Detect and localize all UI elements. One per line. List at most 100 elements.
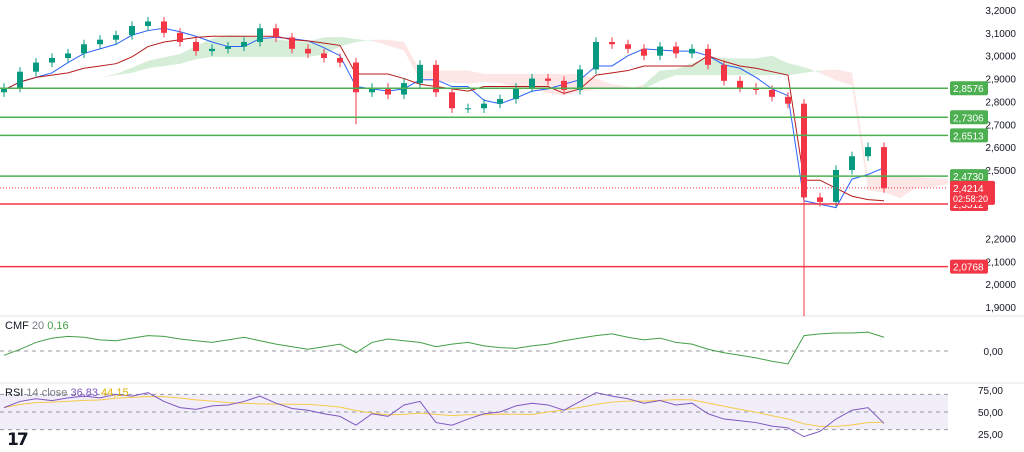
- cmf-length: 20: [31, 320, 45, 332]
- candle-body: [337, 57, 343, 63]
- rsi-tick-label: 75,00: [978, 386, 1003, 397]
- ichimoku-cloud-segment: [772, 55, 788, 76]
- ichimoku-cloud-segment: [692, 57, 708, 76]
- ichimoku-cloud-segment: [756, 55, 772, 76]
- price-level-tag: [950, 169, 988, 184]
- price-level-label: 2,6513: [953, 131, 984, 142]
- price-level-label: 2,0768: [953, 263, 984, 274]
- price-tick-label: 2,6000: [985, 143, 1016, 154]
- price-tick-label: 1,9000: [985, 303, 1016, 314]
- ichimoku-cloud-segment: [900, 176, 916, 198]
- ichimoku-cloud-segment: [820, 69, 836, 81]
- ichimoku-cloud-segment: [500, 73, 516, 88]
- candle-body: [641, 48, 647, 56]
- ichimoku-cloud-segment: [212, 35, 228, 57]
- ichimoku-cloud-segment: [340, 36, 356, 47]
- ichimoku-cloud-segment: [356, 39, 372, 42]
- candle-body: [369, 87, 375, 93]
- candle-body: [113, 35, 119, 40]
- candle-body: [49, 57, 55, 63]
- current-price-label: 2,4214: [953, 184, 984, 195]
- price-level-tag: [950, 110, 988, 125]
- price-level-label: 2,3512: [953, 200, 984, 211]
- rsi-tick-label: 50,00: [978, 408, 1003, 419]
- candle-body: [97, 39, 103, 45]
- candle-body: [657, 46, 663, 56]
- candle-body: [81, 44, 87, 54]
- ichimoku-cloud-segment: [916, 176, 932, 188]
- cmf-line: [3, 331, 885, 365]
- tenkan-line: [3, 27, 885, 209]
- candle-body: [465, 108, 471, 110]
- candle-body: [721, 64, 727, 81]
- ichimoku-cloud-segment: [468, 70, 484, 84]
- price-level-tag: [950, 259, 988, 274]
- price-level-label: 2,4730: [953, 172, 984, 183]
- candle-body: [481, 103, 487, 109]
- ichimoku-cloud-segment: [516, 73, 532, 89]
- ichimoku-cloud-segment: [260, 36, 276, 57]
- cmf-legend: CMF 20 0,16: [5, 320, 69, 332]
- candle-body: [177, 32, 183, 42]
- price-tick-label: 2,5000: [985, 166, 1016, 177]
- candle-body: [241, 41, 247, 47]
- ichimoku-cloud-segment: [932, 177, 948, 188]
- ichimoku-cloud-segment: [676, 63, 692, 76]
- ichimoku-cloud-segment: [660, 69, 676, 81]
- candle-body: [417, 64, 423, 84]
- ichimoku-cloud-segment: [420, 70, 436, 82]
- candle-body: [769, 89, 775, 97]
- candle-body: [449, 92, 455, 109]
- ichimoku-cloud-segment: [148, 57, 164, 69]
- price-tick-label: 2,9000: [985, 75, 1016, 86]
- candle-body: [1, 87, 7, 93]
- candle-body: [689, 48, 695, 54]
- candle-body: [17, 71, 23, 88]
- candle-body: [353, 62, 359, 93]
- rsi-line: [3, 392, 885, 438]
- price-level-label: 2,8576: [953, 84, 984, 95]
- current-price-tag: [950, 180, 995, 205]
- rsi-ma-value: 44,15: [101, 387, 129, 399]
- price-level-label: 2,7306: [953, 113, 984, 124]
- rsi-value: 36,83: [70, 387, 98, 399]
- ichimoku-cloud-segment: [836, 69, 852, 86]
- candle-body: [433, 64, 439, 93]
- ichimoku-cloud-segment: [548, 73, 564, 96]
- price-level-tag: [950, 128, 988, 143]
- ichimoku-cloud-segment: [436, 70, 452, 83]
- cmf-value: 0,16: [47, 320, 69, 332]
- candle-body: [545, 78, 551, 81]
- price-tick-label: 2,2000: [985, 235, 1016, 246]
- candle-body: [817, 197, 823, 202]
- candle-body: [833, 169, 839, 202]
- candle-body: [209, 48, 215, 52]
- ichimoku-cloud-segment: [116, 67, 132, 76]
- price-tick-label: 3,2000: [985, 6, 1016, 17]
- candle-body: [225, 46, 231, 49]
- candle-body: [737, 80, 743, 88]
- rsi-title: RSI: [5, 387, 24, 399]
- candle-body: [865, 147, 871, 157]
- cmf-zero-label: 0,00: [984, 347, 1004, 358]
- ichimoku-cloud-segment: [228, 35, 244, 57]
- price-tick-label: 2,7000: [985, 120, 1016, 131]
- candle-body: [385, 87, 391, 95]
- candle-body: [257, 28, 263, 42]
- candle-body: [145, 21, 151, 26]
- ichimoku-cloud-segment: [404, 41, 420, 81]
- candle-body: [289, 37, 295, 49]
- ichimoku-cloud-segment: [292, 41, 308, 57]
- price-tick-label: 2,0000: [985, 280, 1016, 291]
- ichimoku-cloud-segment: [484, 73, 500, 84]
- rsi-legend: RSI 14 close 36,83 44,15: [5, 387, 129, 399]
- ichimoku-cloud-segment: [180, 45, 196, 64]
- ichimoku-cloud-segment: [708, 57, 724, 76]
- ichimoku-cloud-segment: [372, 39, 388, 46]
- ichimoku-cloud-segment: [276, 39, 292, 57]
- price-tick-label: 3,1000: [985, 29, 1016, 40]
- ichimoku-cloud-segment: [452, 70, 468, 84]
- bar-countdown-label: 02:58:20: [953, 194, 988, 204]
